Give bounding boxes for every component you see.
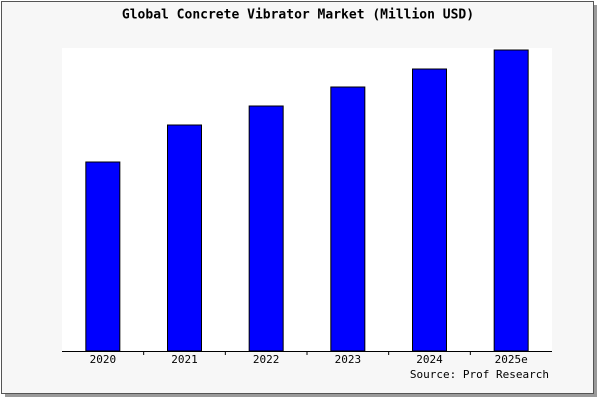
x-tick-label: 2023 xyxy=(335,353,362,366)
x-tick-label: 2024 xyxy=(416,353,443,366)
x-tick-label: 2021 xyxy=(171,353,198,366)
bar xyxy=(330,86,366,352)
bar xyxy=(248,105,284,352)
bar xyxy=(412,68,447,352)
bar xyxy=(167,124,202,352)
x-tick-label: 2020 xyxy=(90,353,117,366)
bar xyxy=(493,49,529,352)
bar xyxy=(85,161,121,352)
source-note: Source: Prof Research xyxy=(410,368,549,381)
x-tick-label: 2022 xyxy=(253,353,280,366)
x-tick-label: 2025e xyxy=(495,353,528,366)
chart-title: Global Concrete Vibrator Market (Million… xyxy=(122,8,474,23)
plot-area xyxy=(62,48,552,351)
